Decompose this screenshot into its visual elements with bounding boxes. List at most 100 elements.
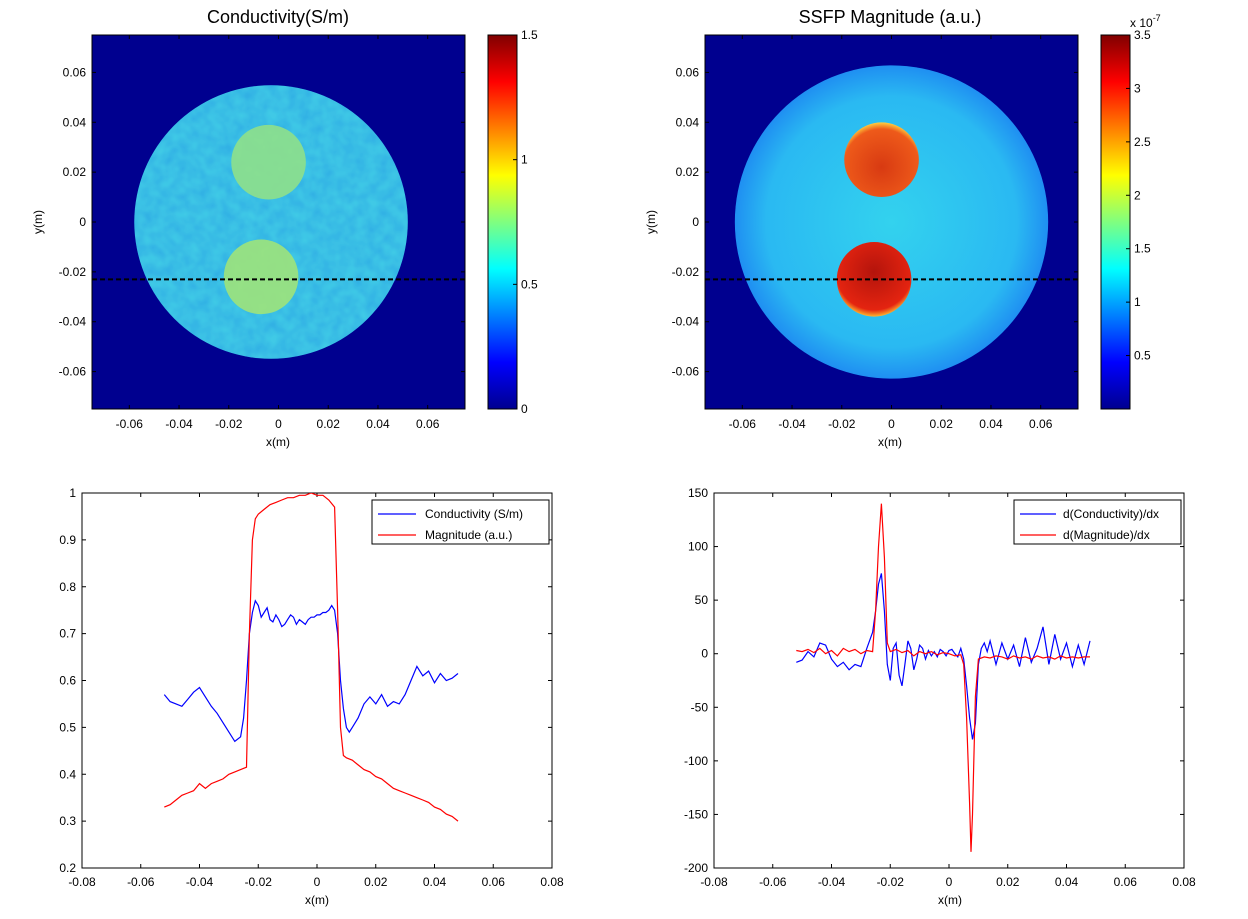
xtick-label: 0.08 xyxy=(540,875,564,889)
ytick-label: -150 xyxy=(684,807,708,821)
colorbar-tick-label: 1 xyxy=(521,153,528,167)
xtick-label: -0.02 xyxy=(215,417,243,431)
ytick-label: 0.04 xyxy=(63,115,87,129)
legend-c-magnitude: Magnitude (a.u.) xyxy=(425,528,512,542)
panel-a-colorbar xyxy=(487,34,518,410)
ytick-label: 100 xyxy=(688,540,708,554)
xtick-label: 0.06 xyxy=(482,875,506,889)
panel-b-colorbar-exponent: x 10-7 xyxy=(1130,13,1161,30)
ytick-label: 0.06 xyxy=(63,65,87,79)
ytick-label: -0.02 xyxy=(59,265,87,279)
panel-magnitude-map: SSFP Magnitude (a.u.) -0.06 -0.04 -0.02 0 0.… xyxy=(644,7,1161,449)
ytick-label: 0.04 xyxy=(676,115,700,129)
panel-c-xlabel: x(m) xyxy=(305,893,329,907)
panel-a-title: Conductivity(S/m) xyxy=(207,7,349,27)
series-line-0 xyxy=(796,573,1091,740)
ytick-label: 0.6 xyxy=(59,674,76,688)
panel-d-xlabel: x(m) xyxy=(938,893,962,907)
xtick-label: -0.04 xyxy=(165,417,193,431)
xtick-label: 0.02 xyxy=(996,875,1020,889)
xtick-label: 0.04 xyxy=(423,875,447,889)
series-line-0 xyxy=(163,599,459,743)
panel-c-legend: Conductivity (S/m) Magnitude (a.u.) xyxy=(371,499,550,545)
ytick-label: 0 xyxy=(701,647,708,661)
ytick-label: 0.3 xyxy=(59,814,76,828)
ytick-label: 0.4 xyxy=(59,767,76,781)
panel-a-phantom-disk xyxy=(134,85,408,359)
xtick-label: 0.08 xyxy=(1172,875,1196,889)
series-line-1 xyxy=(796,503,1090,852)
xtick-label: -0.06 xyxy=(759,875,787,889)
panel-b-phantom-disk xyxy=(734,65,1049,379)
colorbar-tick-label: 1.5 xyxy=(521,28,538,42)
series-line-1 xyxy=(164,493,459,822)
ytick-label: 0.2 xyxy=(59,861,76,875)
xtick-label: 0.06 xyxy=(416,417,440,431)
ytick-label: 0.5 xyxy=(59,720,76,734)
colorbar-tick-label: 0.5 xyxy=(1134,349,1151,363)
xtick-label: 0 xyxy=(946,875,953,889)
ytick-label: 0.06 xyxy=(676,65,700,79)
xtick-label: -0.06 xyxy=(729,417,757,431)
xtick-label: 0.06 xyxy=(1029,417,1053,431)
xtick-label: 0.02 xyxy=(930,417,954,431)
ytick-label: -100 xyxy=(684,754,708,768)
ytick-label: -200 xyxy=(684,861,708,875)
xtick-label: 0.06 xyxy=(1114,875,1138,889)
xtick-label: -0.04 xyxy=(818,875,846,889)
ytick-label: -0.04 xyxy=(59,315,87,329)
ytick-label: 1 xyxy=(69,486,76,500)
ytick-label: 0.9 xyxy=(59,533,76,547)
legend-d-conductivity: d(Conductivity)/dx xyxy=(1063,507,1159,521)
panel-b-inclusion-top xyxy=(844,122,919,197)
ytick-label: -0.04 xyxy=(672,315,700,329)
ytick-label: -0.06 xyxy=(59,365,87,379)
panel-a-inclusion-bottom xyxy=(223,239,299,315)
colorbar-tick-label: 2.5 xyxy=(1134,135,1151,149)
xtick-label: -0.02 xyxy=(245,875,273,889)
xtick-label: -0.04 xyxy=(778,417,806,431)
xtick-label: 0 xyxy=(888,417,895,431)
ytick-label: 0 xyxy=(79,215,86,229)
colorbar-tick-label: 0 xyxy=(521,402,528,416)
colorbar-tick-label: 0.5 xyxy=(521,277,538,291)
ytick-label: -0.06 xyxy=(672,365,700,379)
xtick-label: -0.02 xyxy=(828,417,856,431)
colorbar-tick-label: 2 xyxy=(1134,188,1141,202)
xtick-label: -0.08 xyxy=(68,875,96,889)
xtick-label: 0.04 xyxy=(1055,875,1079,889)
xtick-label: -0.06 xyxy=(127,875,155,889)
ytick-label: 150 xyxy=(688,486,708,500)
xtick-label: 0.04 xyxy=(979,417,1003,431)
xtick-label: 0.02 xyxy=(364,875,388,889)
colorbar-tick-label: 3 xyxy=(1134,81,1141,95)
colorbar-tick-label: 3.5 xyxy=(1134,28,1151,42)
ytick-label: 50 xyxy=(695,593,709,607)
ytick-label: 0.02 xyxy=(676,165,700,179)
xtick-label: 0 xyxy=(314,875,321,889)
panel-b-xlabel: x(m) xyxy=(878,435,902,449)
colorbar-tick-label: 1 xyxy=(1134,295,1141,309)
panel-d-legend: d(Conductivity)/dx d(Magnitude)/dx xyxy=(1013,499,1182,545)
xtick-label: -0.02 xyxy=(877,875,905,889)
ytick-label: 0.02 xyxy=(63,165,87,179)
panel-b-colorbar xyxy=(1100,34,1131,410)
panel-a-xlabel: x(m) xyxy=(266,435,290,449)
colorbar-tick-label: 1.5 xyxy=(1134,242,1151,256)
xtick-label: 0.04 xyxy=(366,417,390,431)
ytick-label: -0.02 xyxy=(672,265,700,279)
xtick-label: -0.06 xyxy=(116,417,144,431)
xtick-label: -0.04 xyxy=(186,875,214,889)
ytick-label: 0 xyxy=(692,215,699,229)
panel-conductivity-map: Conductivity(S/m) -0.06 -0.04 -0.02 0 0.02 0.… xyxy=(31,7,538,449)
panel-b-ylabel: y(m) xyxy=(644,210,658,234)
xtick-label: -0.08 xyxy=(700,875,728,889)
panel-a-ylabel: y(m) xyxy=(31,210,45,234)
ytick-label: -50 xyxy=(691,700,709,714)
xtick-label: 0 xyxy=(275,417,282,431)
legend-d-magnitude: d(Magnitude)/dx xyxy=(1063,528,1150,542)
panel-b-title: SSFP Magnitude (a.u.) xyxy=(799,7,982,27)
ytick-label: 0.8 xyxy=(59,580,76,594)
xtick-label: 0.02 xyxy=(317,417,341,431)
